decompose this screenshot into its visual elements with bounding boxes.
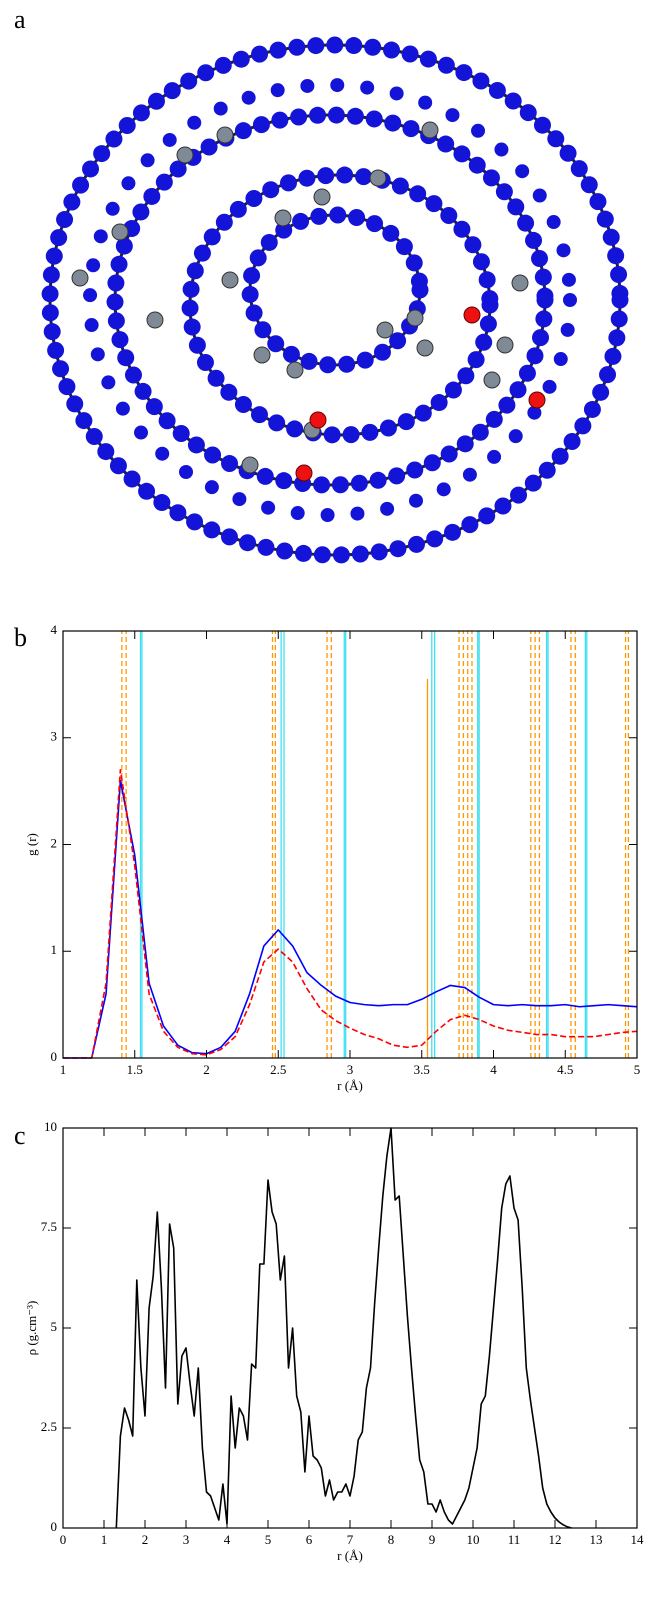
x-tick-label: 13 [590, 1532, 603, 1547]
y-tick-label: 0 [51, 1519, 58, 1534]
x-tick-label: 12 [549, 1532, 562, 1547]
y-axis-label: g (r) [24, 833, 39, 856]
x-tick-label: 2 [203, 1062, 210, 1077]
y-tick-label: 3 [51, 729, 58, 744]
x-tick-label: 4 [490, 1062, 497, 1077]
x-tick-label: 3.5 [414, 1062, 430, 1077]
y-tick-label: 4 [51, 622, 58, 637]
data-line [63, 779, 638, 1059]
x-axis-label: r (Å) [337, 1548, 363, 1563]
x-tick-label: 8 [388, 1532, 395, 1547]
y-tick-label: 0 [51, 1049, 58, 1064]
x-tick-label: 1 [101, 1532, 108, 1547]
x-tick-label: 1 [60, 1062, 67, 1077]
data-line [115, 1127, 572, 1529]
x-tick-label: 7 [347, 1532, 354, 1547]
x-axis-label: r (Å) [337, 1078, 363, 1093]
x-tick-label: 1.5 [127, 1062, 143, 1077]
y-tick-label: 2.5 [41, 1419, 57, 1434]
panel-label: b [14, 623, 27, 652]
y-tick-label: 2 [51, 835, 58, 850]
molecule-image [41, 36, 629, 564]
x-tick-label: 5 [265, 1532, 272, 1547]
x-tick-label: 11 [508, 1532, 521, 1547]
x-tick-label: 2.5 [270, 1062, 286, 1077]
panel-label: c [14, 1121, 26, 1150]
panel-label: a [14, 5, 26, 34]
x-tick-label: 2 [142, 1532, 149, 1547]
x-tick-label: 4.5 [557, 1062, 573, 1077]
y-tick-label: 10 [44, 1119, 57, 1134]
y-tick-label: 1 [51, 942, 58, 957]
x-tick-label: 0 [60, 1532, 67, 1547]
x-tick-label: 10 [467, 1532, 480, 1547]
x-tick-label: 6 [306, 1532, 313, 1547]
data-line [63, 768, 638, 1059]
y-tick-label: 5 [51, 1319, 58, 1334]
y-tick-label: 7.5 [41, 1219, 57, 1234]
y-axis-label: ρ (g.cm⁻³) [24, 1301, 39, 1356]
x-tick-label: 5 [634, 1062, 641, 1077]
x-tick-label: 9 [429, 1532, 436, 1547]
x-tick-label: 4 [224, 1532, 231, 1547]
x-tick-label: 3 [347, 1062, 354, 1077]
x-tick-label: 14 [631, 1532, 645, 1547]
x-tick-label: 3 [183, 1532, 190, 1547]
